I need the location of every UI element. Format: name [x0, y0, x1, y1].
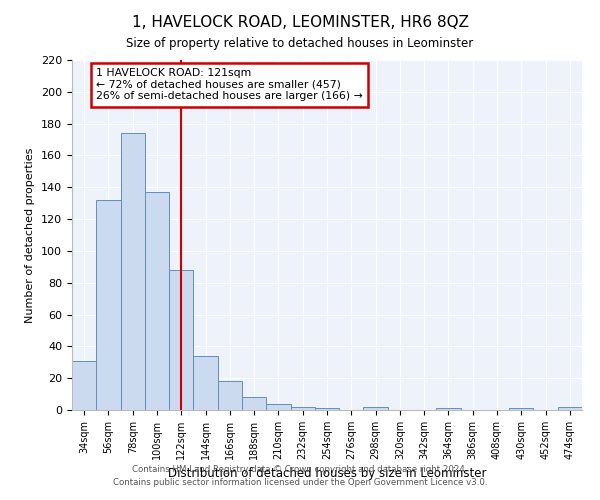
- X-axis label: Distribution of detached houses by size in Leominster: Distribution of detached houses by size …: [168, 468, 486, 480]
- Bar: [96, 200, 121, 410]
- Y-axis label: Number of detached properties: Number of detached properties: [25, 148, 35, 322]
- Text: Contains HM Land Registry data © Crown copyright and database right 2024.: Contains HM Land Registry data © Crown c…: [132, 466, 468, 474]
- Bar: [121, 133, 145, 410]
- Bar: [266, 404, 290, 410]
- Bar: [315, 408, 339, 410]
- Bar: [242, 398, 266, 410]
- Bar: [509, 408, 533, 410]
- Bar: [169, 270, 193, 410]
- Text: 1 HAVELOCK ROAD: 121sqm
← 72% of detached houses are smaller (457)
26% of semi-d: 1 HAVELOCK ROAD: 121sqm ← 72% of detache…: [96, 68, 363, 101]
- Bar: [72, 360, 96, 410]
- Bar: [193, 356, 218, 410]
- Text: Size of property relative to detached houses in Leominster: Size of property relative to detached ho…: [127, 38, 473, 51]
- Bar: [558, 407, 582, 410]
- Text: 1, HAVELOCK ROAD, LEOMINSTER, HR6 8QZ: 1, HAVELOCK ROAD, LEOMINSTER, HR6 8QZ: [131, 15, 469, 30]
- Bar: [290, 407, 315, 410]
- Bar: [218, 382, 242, 410]
- Bar: [364, 407, 388, 410]
- Text: Contains public sector information licensed under the Open Government Licence v3: Contains public sector information licen…: [113, 478, 487, 487]
- Bar: [436, 408, 461, 410]
- Bar: [145, 192, 169, 410]
